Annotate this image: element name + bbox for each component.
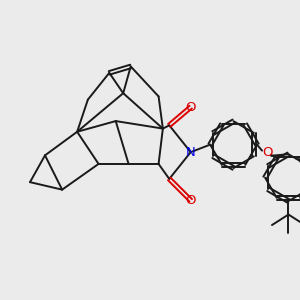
Text: O: O: [262, 146, 273, 159]
Text: O: O: [185, 100, 196, 114]
Text: N: N: [186, 146, 196, 159]
Text: O: O: [185, 194, 196, 207]
